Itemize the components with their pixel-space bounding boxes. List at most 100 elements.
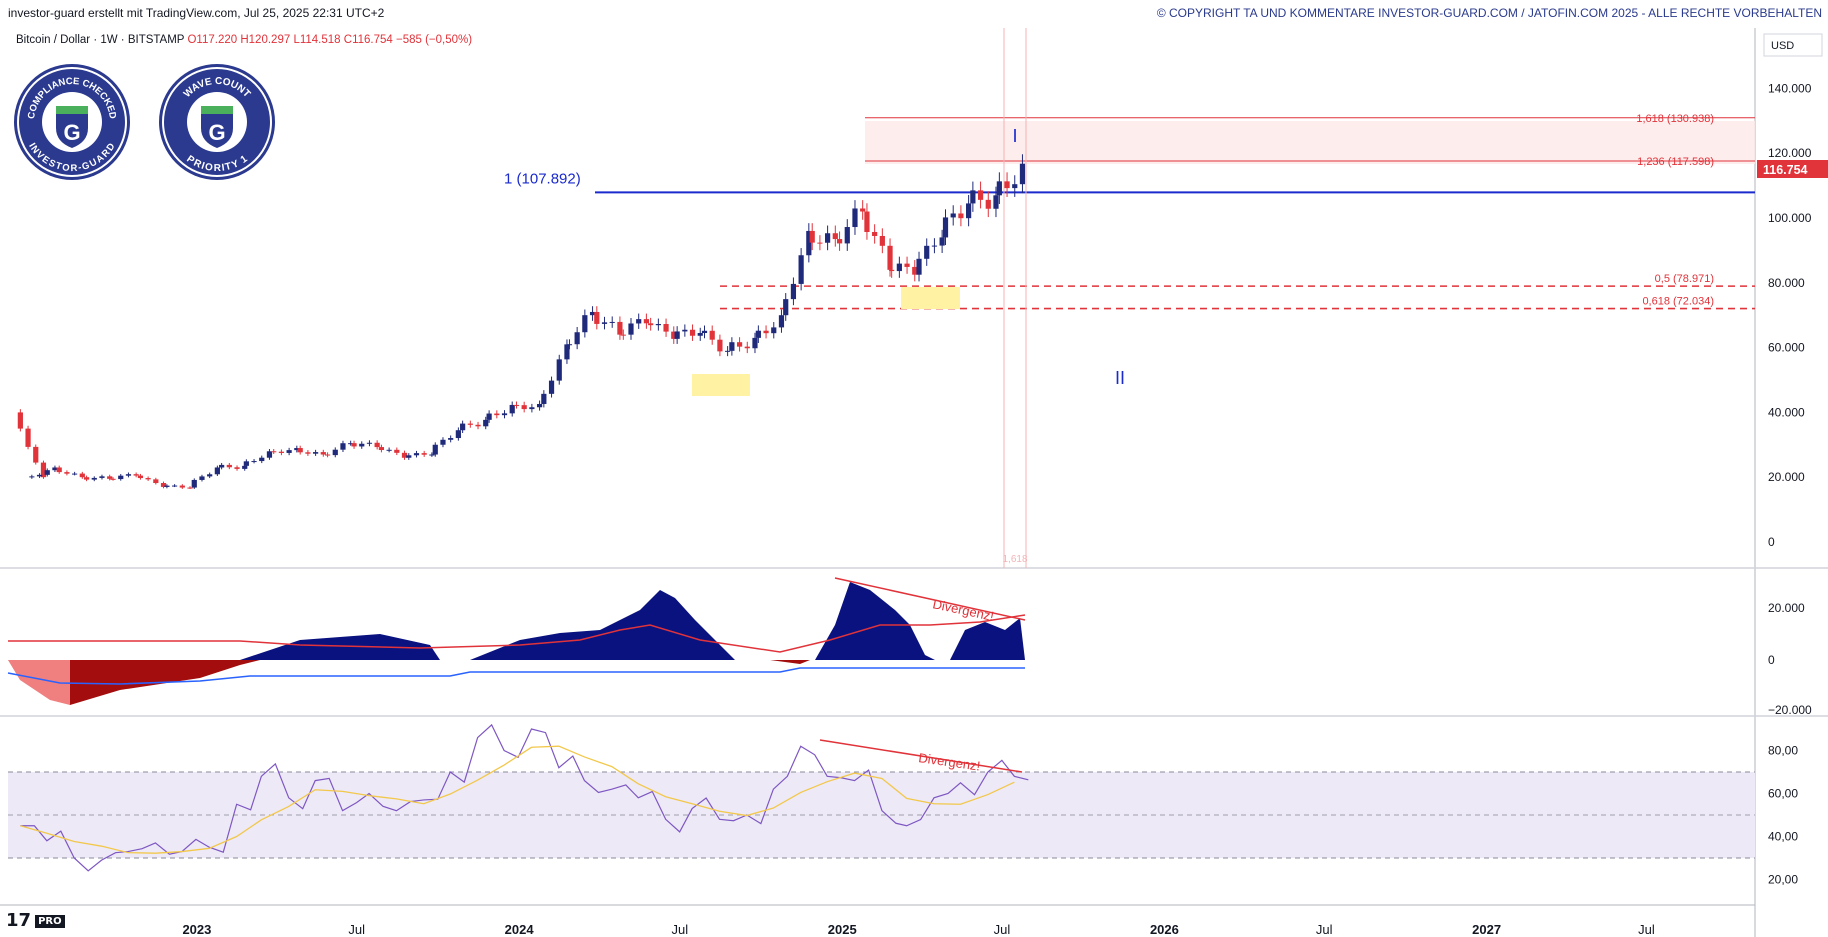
candle-body <box>628 323 634 335</box>
osc-signal-line <box>8 614 1026 653</box>
price-tick-label: 140.000 <box>1768 81 1812 95</box>
rsi-line <box>20 723 1029 872</box>
fib-label: 1,618 (130.938) <box>1636 113 1714 125</box>
rsi-tick-label: 20,00 <box>1768 873 1798 887</box>
candle-body <box>324 454 331 456</box>
price-tick-label: 40.000 <box>1768 405 1805 419</box>
candle-body <box>413 453 420 456</box>
osc-negative-area <box>8 660 260 705</box>
candle-body <box>79 473 85 478</box>
candle-body <box>366 442 373 444</box>
candle-body <box>294 448 300 451</box>
candle-body <box>755 330 761 338</box>
osc-positive-area <box>470 590 735 660</box>
candle-body <box>950 213 956 218</box>
osc-positive-area <box>815 582 935 660</box>
candle-body <box>725 350 731 352</box>
candle-body <box>486 413 492 420</box>
candle-body <box>655 324 661 326</box>
candle-body <box>83 477 90 480</box>
candle-body <box>214 467 220 475</box>
candle-body <box>509 404 515 414</box>
candle-body <box>386 449 392 451</box>
candle-body <box>636 319 642 324</box>
candle-body <box>44 470 50 475</box>
price-tick-label: 80.000 <box>1768 276 1805 290</box>
support-zone <box>901 287 960 309</box>
ohlc-close: C116.754 <box>343 34 393 46</box>
candle-body <box>242 465 248 469</box>
candle-body <box>29 476 35 478</box>
candle-body <box>752 337 758 349</box>
candle-body <box>313 452 319 454</box>
tradingview-logo[interactable]: 17 PRO <box>6 910 65 931</box>
rsi-tick-label: 40,00 <box>1768 830 1798 844</box>
osc-positive-area <box>240 634 440 660</box>
candle-body <box>556 359 562 381</box>
candle-body <box>790 283 797 300</box>
candle-body <box>985 199 991 209</box>
price-tick-label: 0 <box>1768 535 1775 549</box>
rsi-ma-line <box>20 745 1015 854</box>
symbol-name: Bitcoin / Dollar · 1W · BITSTAMP <box>16 34 185 46</box>
candle-body <box>896 263 902 272</box>
candle-body <box>648 323 654 326</box>
candle-body <box>259 457 265 462</box>
candle-body <box>460 423 466 431</box>
candle-body <box>64 472 70 474</box>
candle-body <box>226 464 232 468</box>
candle-body <box>682 329 688 332</box>
candle-body <box>234 467 240 469</box>
candle-body <box>251 461 257 463</box>
symbol-legend[interactable]: Bitcoin / Dollar · 1W · BITSTAMP O117.22… <box>16 34 472 46</box>
candle-body <box>689 329 696 336</box>
candle-body <box>455 430 461 439</box>
candle-body <box>501 413 508 416</box>
candle-body <box>1012 184 1018 189</box>
candle-body <box>617 321 623 335</box>
candle-body <box>207 474 213 477</box>
currency-button[interactable] <box>1763 33 1823 57</box>
candle-body <box>56 467 62 473</box>
candle-body <box>771 327 777 334</box>
candle-body <box>483 419 489 427</box>
candle-body <box>709 330 715 340</box>
candle-body <box>977 190 984 200</box>
ohlc-low: L114.518 <box>293 34 341 46</box>
candle-body <box>1019 163 1026 185</box>
candle-body <box>736 342 743 347</box>
candle-body <box>467 423 473 425</box>
wave-label-ii: II <box>1115 368 1125 388</box>
candle-body <box>536 403 543 408</box>
candle-body <box>191 479 197 488</box>
candle-body <box>744 346 750 349</box>
candle-body <box>836 239 843 244</box>
candle-body <box>320 452 326 455</box>
time-marker-label: 1,618 <box>1002 554 1027 565</box>
candle-body <box>448 438 454 440</box>
candle-body <box>825 233 831 243</box>
candle-body <box>513 404 520 406</box>
candle-body <box>889 269 895 272</box>
osc-divergence-line <box>834 577 1026 621</box>
osc-tick-label: 20.000 <box>1768 601 1805 615</box>
candle-body <box>133 474 139 476</box>
candle-body <box>701 330 708 334</box>
candle-body <box>912 266 918 275</box>
time-tick-label: 2025 <box>828 922 857 937</box>
candle-body <box>594 311 600 324</box>
candle-body <box>475 424 481 427</box>
time-tick-label: Jul <box>671 922 688 937</box>
candle-body <box>25 428 31 447</box>
candle-body <box>872 231 878 236</box>
badge-letter: G <box>208 120 225 145</box>
time-tick-label: 2027 <box>1472 922 1501 937</box>
fib-label: 1,236 (117.598) <box>1637 156 1714 168</box>
candle-body <box>970 190 976 204</box>
time-tick-label: Jul <box>348 922 365 937</box>
candle-body <box>440 439 446 445</box>
candle-body <box>378 447 385 451</box>
support-zone <box>692 374 750 396</box>
wave-count-badge: G WAVE COUNT PRIORITY 1 <box>159 64 275 180</box>
